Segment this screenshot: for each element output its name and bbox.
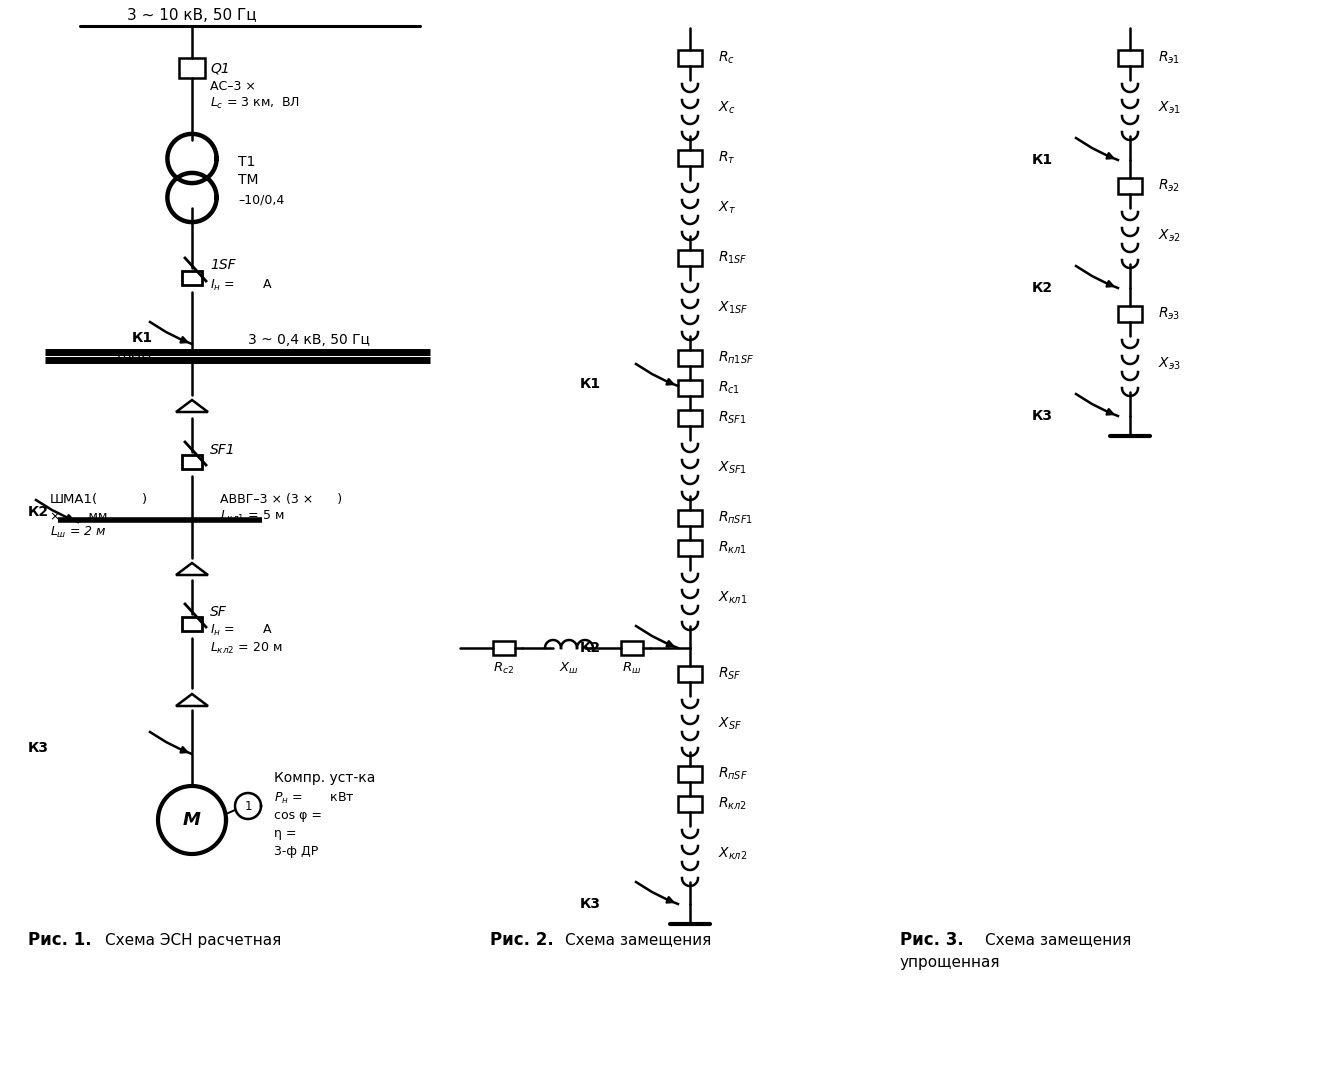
Text: $R_{SF1}$: $R_{SF1}$ xyxy=(718,410,747,426)
Text: 3-ф ДР: 3-ф ДР xyxy=(274,846,319,858)
Text: Рис. 3.: Рис. 3. xyxy=(900,931,964,949)
Text: Рис. 2.: Рис. 2. xyxy=(491,931,554,949)
Text: АВВГ–3 × (3 ×      ): АВВГ–3 × (3 × ) xyxy=(220,493,343,507)
Text: $I_н$ =       А: $I_н$ = А xyxy=(210,278,273,293)
Text: η =: η = xyxy=(274,828,297,840)
Text: $R_{SF}$: $R_{SF}$ xyxy=(718,666,742,683)
Text: 3 ~ 10 кВ, 50 Гц: 3 ~ 10 кВ, 50 Гц xyxy=(128,9,257,23)
Text: $X_{э2}$: $X_{э2}$ xyxy=(1159,228,1180,244)
Text: $X_{SF1}$: $X_{SF1}$ xyxy=(718,460,747,476)
Bar xyxy=(181,455,202,469)
Text: $R_{п1SF}$: $R_{п1SF}$ xyxy=(718,349,754,366)
Text: К3: К3 xyxy=(581,897,601,911)
Text: $X_{SF}$: $X_{SF}$ xyxy=(718,716,742,733)
Text: К1: К1 xyxy=(1032,153,1054,167)
Text: $X_{э3}$: $X_{э3}$ xyxy=(1159,356,1181,372)
Text: К3: К3 xyxy=(28,741,48,755)
Text: К2: К2 xyxy=(28,505,50,519)
Text: упрощенная: упрощенная xyxy=(900,954,1000,969)
Bar xyxy=(677,50,702,66)
Text: Схема замещения: Схема замещения xyxy=(985,933,1132,948)
Text: $L_ш$ = 2 м: $L_ш$ = 2 м xyxy=(50,524,106,540)
Bar xyxy=(677,380,702,396)
Bar xyxy=(677,510,702,526)
Text: –10/0,4: –10/0,4 xyxy=(238,194,284,207)
Bar xyxy=(677,540,702,556)
Text: 1SF: 1SF xyxy=(210,258,235,272)
Text: 3 ~ 0,4 кВ, 50 Гц: 3 ~ 0,4 кВ, 50 Гц xyxy=(249,333,370,347)
Text: $R_{пSF1}$: $R_{пSF1}$ xyxy=(718,510,753,526)
Text: ТМ: ТМ xyxy=(238,173,258,187)
Text: Компр. уст-ка: Компр. уст-ка xyxy=(274,771,375,785)
Bar xyxy=(181,617,202,630)
Text: ×       мм: × мм xyxy=(50,509,108,523)
Text: $R_{э3}$: $R_{э3}$ xyxy=(1159,306,1180,323)
Text: $P_н$ =       кВт: $P_н$ = кВт xyxy=(274,790,355,805)
Text: К2: К2 xyxy=(1032,281,1054,295)
Text: $X_{кл1}$: $X_{кл1}$ xyxy=(718,590,747,606)
Text: $R_{c1}$: $R_{c1}$ xyxy=(718,380,741,396)
Bar xyxy=(677,666,702,682)
Text: К1: К1 xyxy=(581,377,601,391)
Text: ШНН: ШНН xyxy=(117,350,152,364)
Text: ): ) xyxy=(142,493,146,507)
Text: $R_{э1}$: $R_{э1}$ xyxy=(1159,50,1180,66)
Text: $X_{1SF}$: $X_{1SF}$ xyxy=(718,300,749,316)
Text: SF: SF xyxy=(210,605,227,619)
Text: Схема ЭСН расчетная: Схема ЭСН расчетная xyxy=(105,933,281,948)
Bar xyxy=(677,410,702,426)
Bar xyxy=(179,58,206,78)
Text: $R_т$: $R_т$ xyxy=(718,150,735,166)
Text: Q1: Q1 xyxy=(210,61,230,75)
Text: $R_{1SF}$: $R_{1SF}$ xyxy=(718,250,747,266)
Text: $X_c$: $X_c$ xyxy=(718,100,735,116)
Text: Т1: Т1 xyxy=(238,155,255,169)
Text: $X_т$: $X_т$ xyxy=(718,200,737,216)
Text: К1: К1 xyxy=(132,331,153,345)
Text: $R_{c2}$: $R_{c2}$ xyxy=(493,660,515,675)
Text: К3: К3 xyxy=(1032,409,1052,423)
Text: M: M xyxy=(183,812,202,829)
Text: $R_c$: $R_c$ xyxy=(718,50,735,66)
Text: cos φ =: cos φ = xyxy=(274,809,323,822)
Text: $L_{кл2}$ = 20 м: $L_{кл2}$ = 20 м xyxy=(210,640,282,656)
Bar xyxy=(677,150,702,166)
Text: $L_{кл1}$ = 5 м: $L_{кл1}$ = 5 м xyxy=(220,508,285,524)
Text: $R_{кл1}$: $R_{кл1}$ xyxy=(718,540,747,556)
Bar xyxy=(1118,178,1142,194)
Text: SF1: SF1 xyxy=(210,443,235,457)
Text: $L_c$ = 3 км,  ВЛ: $L_c$ = 3 км, ВЛ xyxy=(210,96,300,111)
Bar xyxy=(1118,50,1142,66)
Bar xyxy=(181,271,202,285)
Text: 1: 1 xyxy=(245,800,251,813)
Bar xyxy=(1118,306,1142,322)
Text: $R_{кл2}$: $R_{кл2}$ xyxy=(718,796,747,813)
Text: $X_{кл2}$: $X_{кл2}$ xyxy=(718,846,747,863)
Bar xyxy=(677,350,702,366)
Text: $R_ш$: $R_ш$ xyxy=(622,660,641,675)
Text: АС–3 ×: АС–3 × xyxy=(210,80,255,93)
Text: Рис. 1.: Рис. 1. xyxy=(28,931,91,949)
Text: $R_{э2}$: $R_{э2}$ xyxy=(1159,178,1180,194)
Text: $X_{э1}$: $X_{э1}$ xyxy=(1159,100,1180,116)
Text: $R_{пSF}$: $R_{пSF}$ xyxy=(718,766,747,782)
Text: $X_ш$: $X_ш$ xyxy=(559,660,579,675)
Bar xyxy=(677,250,702,266)
Bar xyxy=(677,766,702,782)
Text: Схема замещения: Схема замещения xyxy=(564,933,711,948)
Text: $I_н$ =       А: $I_н$ = А xyxy=(210,622,273,638)
Bar xyxy=(677,796,702,812)
Text: ШМА1(: ШМА1( xyxy=(50,493,98,507)
Bar xyxy=(621,641,642,655)
Bar xyxy=(493,641,515,655)
Text: К2: К2 xyxy=(581,641,601,655)
